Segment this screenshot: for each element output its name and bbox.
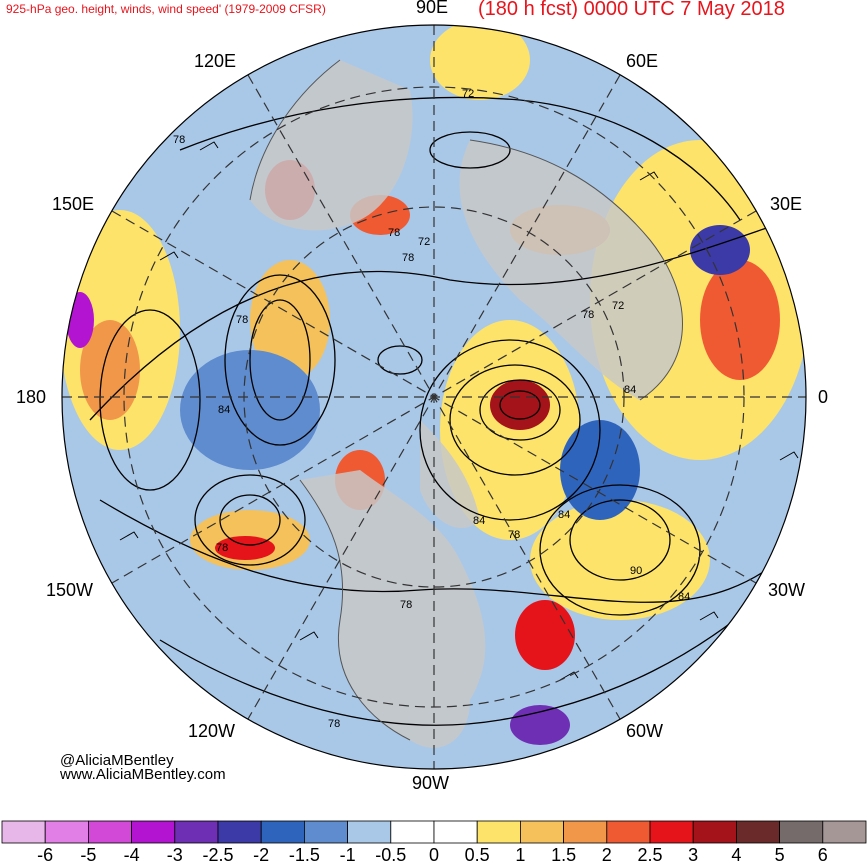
contour-label: 78 [508, 529, 520, 541]
contour-label: 78 [402, 252, 414, 264]
colorbar-tick-label: -3 [166, 845, 183, 865]
colorbar-tick-label: -2.5 [202, 845, 234, 865]
colorbar-swatch [347, 820, 392, 844]
colorbar-tick-label: 2.5 [637, 845, 663, 865]
colorbar-tick-label: 0 [428, 845, 440, 865]
lon-label-60e: 60E [626, 51, 659, 71]
colorbar-swatch [260, 820, 305, 844]
contour-label: 84 [473, 515, 485, 527]
colorbar-tick-label: -6 [37, 845, 54, 865]
colorbar-swatch [520, 820, 565, 844]
chart-title-right: (180 h fcst) 0000 UTC 7 May 2018 [478, 0, 785, 20]
colorbar-swatch [131, 820, 176, 844]
contour-label: 84 [558, 509, 570, 521]
lon-label-120w: 120W [188, 721, 236, 741]
colorbar-tick-label: -2 [253, 845, 270, 865]
chart-title-left: 925-hPa geo. height, winds, wind speed' … [6, 2, 326, 16]
colorbar-tick-label: 1.5 [551, 845, 577, 865]
contour-label: 78 [216, 542, 228, 554]
contour-label: 78 [173, 134, 185, 146]
colorbar-tick-label: -5 [80, 845, 97, 865]
colorbar-tick-label: 3 [688, 845, 699, 865]
wind-barbs [119, 141, 799, 681]
contour-label: 78 [400, 599, 412, 611]
contour-label: 78 [388, 227, 400, 239]
colorbar-tick-label: -4 [123, 845, 140, 865]
colorbar-swatch [779, 820, 824, 844]
lon-label-60w: 60W [626, 721, 664, 741]
colorbar-tick-label: -1 [339, 845, 356, 865]
colorbar-swatch [217, 820, 262, 844]
lon-label-0: 0 [818, 387, 829, 407]
contour-label: 72 [612, 300, 624, 312]
colorbar-tick-label: 5 [774, 845, 785, 865]
colorbar-swatch [44, 820, 89, 844]
map-field [62, 25, 806, 769]
lon-label-180: 180 [16, 387, 47, 407]
colorbar-swatch [476, 820, 521, 844]
colorbar-swatch [303, 820, 348, 844]
lon-label-120e: 120E [194, 51, 237, 71]
credit-website: www.AliciaMBentley.com [60, 766, 226, 783]
height-contours [89, 96, 791, 726]
contour-label: 84 [218, 404, 230, 416]
colorbar [1, 820, 867, 844]
contour-label: 90 [630, 565, 642, 577]
lon-label-150e: 150E [52, 194, 95, 214]
colorbar-tick-label: 0.5 [464, 845, 490, 865]
colorbar-swatch [649, 820, 694, 844]
contour-label: 84 [678, 591, 690, 603]
colorbar-tick-label: 2 [601, 845, 612, 865]
lon-label-30e: 30E [770, 194, 803, 214]
colorbar-swatch [433, 820, 478, 844]
colorbar-tick-label: -0.5 [375, 845, 407, 865]
contour-label-group: 72 78 78 72 78 78 72 84 84 78 84 78 84 9… [173, 88, 690, 730]
lon-label-150w: 150W [46, 580, 94, 600]
coastlines [249, 59, 683, 741]
lon-label-90e: 90E [416, 0, 449, 17]
colorbar-tick-label: -1.5 [288, 845, 320, 865]
colorbar-swatch [736, 820, 781, 844]
contour-label: 78 [236, 314, 248, 326]
colorbar-swatch [563, 820, 608, 844]
map-border [61, 24, 807, 770]
colorbar-tick-label: 1 [515, 845, 526, 865]
lon-label-90w: 90W [412, 773, 450, 793]
colorbar-swatch [390, 820, 435, 844]
colorbar-tick-label: 6 [817, 845, 828, 865]
graticule [62, 25, 806, 769]
contour-label: 72 [462, 88, 474, 100]
contour-label: 72 [418, 236, 430, 248]
lon-label-30w: 30W [768, 580, 806, 600]
colorbar-swatch [606, 820, 651, 844]
contour-label: 84 [624, 384, 636, 396]
colorbar-swatch [692, 820, 737, 844]
contour-label: 78 [328, 718, 340, 730]
credit-handle: @AliciaMBentley [60, 752, 174, 769]
colorbar-swatch [174, 820, 219, 844]
colorbar-swatch [1, 820, 46, 844]
contour-label: 78 [582, 309, 594, 321]
colorbar-swatch [88, 820, 133, 844]
colorbar-tick-label: 4 [731, 845, 742, 865]
colorbar-swatch [822, 820, 867, 844]
